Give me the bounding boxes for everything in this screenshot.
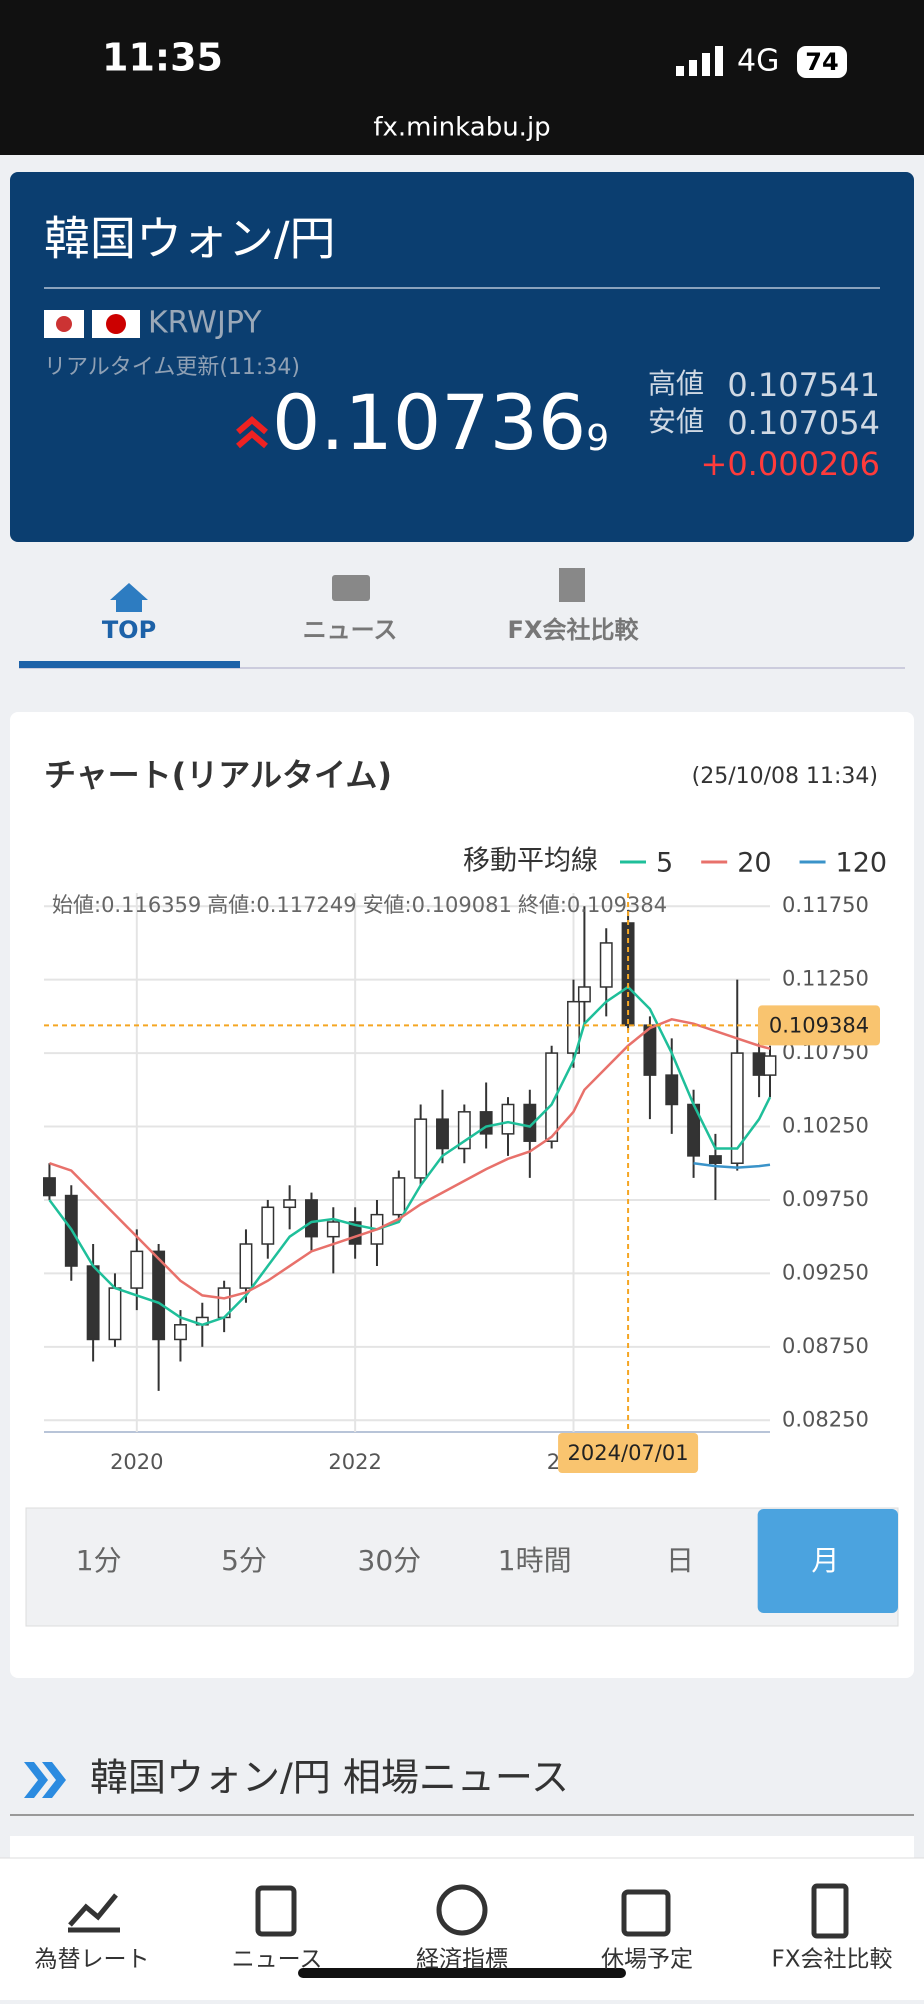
date-flag-label: 2024/07/01 [568,1441,689,1465]
candle-body [152,1250,166,1341]
candle-body [239,1243,253,1289]
nav-item[interactable]: 休場予定 [601,1947,693,1973]
price: 0.107369 [272,378,609,467]
nav-item[interactable]: 為替レート [35,1947,150,1973]
signal [676,46,723,76]
candle-body [752,1052,766,1076]
price-last: 9 [586,418,609,459]
legend-label: 20 [737,848,771,879]
chart-title: チャート(リアルタイム) [44,756,392,794]
pair-title: 韓国ウォン/円 [44,212,336,266]
time: 11:35 [102,36,223,80]
y-tick-label: 0.09250 [782,1260,869,1284]
status-bar [0,0,924,155]
tab[interactable]: FX会社比較 [508,616,640,644]
low-value: 0.107054 [727,404,880,442]
candle-body [763,1055,777,1076]
nav-item[interactable]: ニュース [232,1947,323,1973]
battery-level: 74 [805,48,838,76]
nav-icons [68,1883,849,1939]
candle-body [348,1221,362,1245]
candle-body [457,1111,471,1150]
candle-body [86,1265,100,1341]
tab[interactable]: TOP [102,616,156,644]
candle-body [108,1287,122,1341]
rate-card [10,172,914,542]
change: +0.000206 [701,445,881,483]
y-tick-label: 0.11250 [782,967,869,991]
legend-title: 移動平均線 [463,846,598,877]
ma-line [48,985,772,1327]
legend-label: 120 [836,848,888,879]
nav-item[interactable]: 経済指標 [416,1947,508,1973]
candle-body [43,1177,56,1197]
timeframe-selected [757,1509,898,1613]
date-flag [558,1433,699,1473]
candle-body [730,1052,744,1164]
url: fx.minkabu.jp [373,113,550,143]
candle-body [261,1206,275,1245]
x-tick-label: 2022 [328,1450,381,1474]
y-tick-label: 0.09750 [782,1187,869,1211]
candle-body [599,942,613,988]
candle-body [577,986,591,1003]
network: 4G [737,44,779,79]
updated: リアルタイム更新(11:34) [44,355,300,380]
news-icon [24,1762,66,1798]
high-value: 0.107541 [727,366,880,404]
candle-body [545,1052,559,1142]
candle-body [305,1199,318,1238]
candle-body [414,1118,428,1179]
news-title: 韓国ウォン/円 相場ニュース [90,1756,569,1800]
price-flag [758,1005,880,1046]
ohlc-text: 安値:0.109081 [363,893,512,917]
timeframe-button[interactable]: 日 [666,1544,694,1577]
timeframe-button[interactable]: 30分 [358,1544,422,1577]
home-indicator [298,1968,626,1978]
ohlc-text: 終値:0.109384 [518,893,667,917]
candle-body [283,1199,297,1209]
candle-body [174,1324,187,1341]
timeframe-button[interactable]: 1時間 [498,1544,572,1577]
flags [44,310,140,338]
y-tick-label: 0.10250 [782,1114,869,1138]
ohlc-text: 高値:0.117249 [207,893,356,917]
candle-body [501,1103,515,1135]
candle-body [436,1118,449,1150]
ohlc-text: 始値:0.116359 [52,893,201,917]
nav-item[interactable]: FX会社比較 [772,1947,893,1973]
candle-body [130,1250,144,1289]
timeframe-button[interactable]: 5分 [221,1544,267,1577]
price-main: 0.10736 [272,378,586,467]
candle-body [567,1000,580,1054]
candle-body [523,1103,537,1142]
candle-body [665,1074,679,1106]
battery [797,46,847,78]
legend-label: 5 [656,848,673,879]
high-label: 高値 [648,367,704,400]
pair-code: KRWJPY [148,306,262,341]
tab[interactable]: ニュース [303,616,398,644]
up-arrow [236,416,268,449]
candle-body [479,1111,493,1135]
tab-indicator [19,661,240,668]
candle-body [708,1155,722,1164]
x-tick-label: 2020 [110,1450,163,1474]
chart-timestamp: (25/10/08 11:34) [692,764,878,789]
low-label: 安値 [648,405,704,438]
timeframe-button[interactable]: 1分 [76,1544,122,1577]
y-tick-label: 0.11750 [782,893,869,917]
bottom-nav [0,1858,924,2000]
candle-body [326,1221,340,1238]
price-flag-label: 0.109384 [769,1013,869,1037]
tab-icons [110,568,585,612]
y-tick-label: 0.08750 [782,1334,869,1358]
y-tick-label: 0.08250 [782,1407,869,1431]
candle-body [392,1177,406,1216]
ma-line [693,1161,771,1169]
timeframe-button[interactable]: 月 [811,1544,839,1577]
